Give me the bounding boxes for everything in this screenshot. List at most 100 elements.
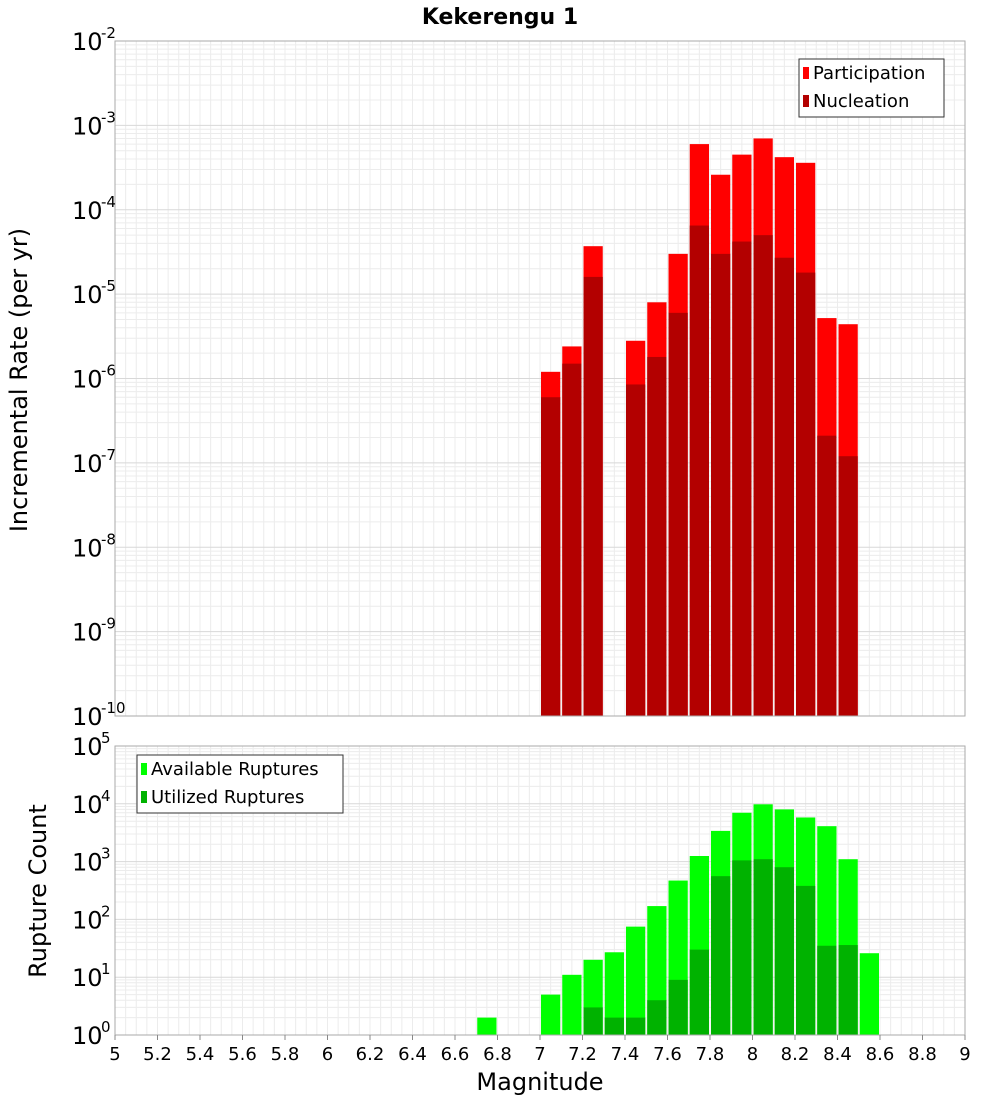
top-y-tick-exponent: -7 [101, 446, 116, 464]
bottom-y-tick-exponent: 3 [101, 845, 111, 863]
top-legend-label: Nucleation [813, 91, 909, 112]
bottom-bar-utilized-ruptures [604, 1017, 624, 1035]
chart-title: Kekerengu 1 [422, 5, 578, 30]
top-bar-nucleation [541, 397, 561, 716]
top-y-tick-label: 10 [72, 619, 103, 647]
bottom-y-tick-exponent: 0 [101, 1018, 111, 1036]
top-legend-swatch [803, 67, 809, 79]
top-bar-nucleation [817, 435, 837, 716]
bottom-y-tick-label: 10 [72, 1022, 103, 1050]
top-y-tick-exponent: -6 [101, 362, 116, 380]
top-y-tick-label: 10 [72, 112, 103, 140]
bottom-y-tick-exponent: 5 [101, 729, 111, 747]
bottom-bar-available-ruptures [604, 952, 624, 1035]
top-grid [114, 41, 966, 717]
top-y-tick-exponent: -3 [101, 108, 116, 126]
top-y-tick-exponent: -8 [101, 530, 116, 548]
bottom-bar-available-ruptures [477, 1017, 497, 1035]
x-tick-label: 7 [534, 1044, 545, 1065]
x-tick-label: 6.2 [356, 1044, 385, 1065]
x-tick-label: 7.4 [611, 1044, 640, 1065]
x-tick-label: 5 [109, 1044, 120, 1065]
top-legend: Participation Nucleation [798, 58, 945, 118]
x-tick-label: 5.2 [143, 1044, 172, 1065]
x-tick-label: 5.6 [228, 1044, 257, 1065]
bottom-bar-utilized-ruptures [583, 1007, 603, 1035]
top-bar-nucleation [689, 225, 709, 716]
x-tick-label: 6 [322, 1044, 333, 1065]
top-plot-frame [114, 40, 966, 717]
bottom-bar-utilized-ruptures [626, 1017, 646, 1035]
bottom-y-axis-label: Rupture Count [24, 804, 52, 978]
top-bar-nucleation [647, 356, 667, 716]
top-y-tick-label: 10 [72, 28, 103, 56]
x-tick-label: 6.4 [398, 1044, 427, 1065]
top-bar-nucleation [583, 276, 603, 716]
bottom-bar-available-ruptures [859, 953, 879, 1035]
top-y-tick-exponent: -9 [101, 615, 116, 633]
bottom-bar-available-ruptures [541, 994, 561, 1035]
x-tick-label: 5.4 [186, 1044, 215, 1065]
top-y-tick-label: 10 [72, 703, 103, 731]
bottom-y-tick-exponent: 2 [101, 902, 111, 920]
top-y-tick-label: 10 [72, 450, 103, 478]
top-y-tick-exponent: -2 [101, 24, 116, 42]
x-tick-label: 6.6 [441, 1044, 470, 1065]
bottom-y-tick-exponent: 4 [101, 787, 111, 805]
bottom-legend-swatch [141, 763, 147, 775]
bottom-bar-utilized-ruptures [647, 1000, 667, 1035]
top-bar-nucleation [774, 257, 794, 716]
x-tick-label: 6.8 [483, 1044, 512, 1065]
top-bar-nucleation [626, 384, 646, 716]
x-tick-label: 7.2 [568, 1044, 597, 1065]
top-bar-nucleation [668, 312, 688, 716]
bottom-series-utilized-ruptures [583, 859, 858, 1035]
top-legend-swatch [803, 95, 809, 107]
bottom-bar-utilized-ruptures [668, 979, 688, 1035]
top-bar-nucleation [838, 456, 858, 716]
top-legend-box [798, 58, 945, 118]
x-tick-label: 8.8 [908, 1044, 937, 1065]
top-y-axis-label: Incremental Rate (per yr) [5, 228, 33, 532]
bottom-legend: Available Ruptures Utilized Ruptures [136, 754, 344, 814]
bottom-bar-utilized-ruptures [753, 859, 773, 1035]
bottom-legend-label: Utilized Ruptures [151, 787, 304, 808]
x-tick-label: 5.8 [271, 1044, 300, 1065]
top-y-tick-exponent: -5 [101, 277, 116, 295]
x-tick-label: 8.4 [823, 1044, 852, 1065]
x-tick-label: 8.6 [866, 1044, 895, 1065]
top-bar-nucleation [732, 241, 752, 717]
top-y-tick-label: 10 [72, 197, 103, 225]
top-legend-label: Participation [813, 63, 925, 84]
top-y-tick-label: 10 [72, 281, 103, 309]
bottom-bar-utilized-ruptures [711, 876, 731, 1035]
top-y-tick-label: 10 [72, 534, 103, 562]
bottom-y-tick-exponent: 1 [101, 960, 111, 978]
bottom-y-tick-label: 10 [72, 964, 103, 992]
x-tick-label: 7.6 [653, 1044, 682, 1065]
bottom-y-tick-label: 10 [72, 849, 103, 877]
bottom-bar-available-ruptures [562, 974, 582, 1035]
x-tick-label: 8 [747, 1044, 758, 1065]
bottom-bar-utilized-ruptures [838, 945, 858, 1035]
top-y-tick-exponent: -4 [101, 193, 116, 211]
bottom-legend-box [136, 754, 344, 814]
bottom-bar-utilized-ruptures [689, 949, 709, 1035]
top-plot-area: 10-1010-910-810-710-610-510-410-310-2Par… [72, 24, 966, 731]
x-axis-label: Magnitude [476, 1068, 603, 1096]
top-bar-nucleation [711, 253, 731, 716]
x-tick-label: 9 [959, 1044, 970, 1065]
bottom-bar-utilized-ruptures [732, 860, 752, 1035]
bottom-y-tick-label: 10 [72, 791, 103, 819]
x-tick-label: 8.2 [781, 1044, 810, 1065]
bottom-bar-available-ruptures [626, 926, 646, 1035]
top-bar-nucleation [796, 272, 816, 716]
top-bar-nucleation [562, 363, 582, 716]
x-tick-label: 7.8 [696, 1044, 725, 1065]
bottom-legend-label: Available Ruptures [151, 759, 319, 780]
bottom-bar-utilized-ruptures [796, 885, 816, 1035]
top-y-tick-label: 10 [72, 366, 103, 394]
bottom-bar-utilized-ruptures [817, 945, 837, 1035]
